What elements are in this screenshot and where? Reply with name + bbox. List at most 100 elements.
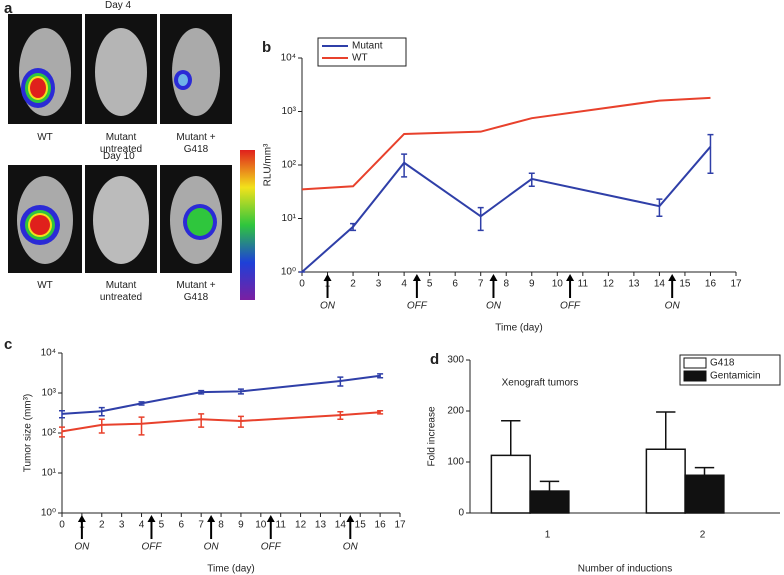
y-axis-label: RLU/mm³	[263, 143, 274, 186]
error-bar	[59, 409, 65, 419]
error-bar	[528, 172, 535, 188]
error-bar	[377, 373, 384, 379]
annotation: ON	[343, 542, 359, 553]
series-line	[301, 146, 712, 273]
y-tick-label: 10⁴	[281, 53, 296, 64]
panel-label: c	[4, 336, 12, 353]
annotation: ON	[204, 542, 220, 553]
signal	[30, 78, 46, 98]
arrow-head	[346, 515, 355, 522]
legend-label: Mutant	[352, 41, 383, 52]
x-tick-label: 10	[255, 520, 267, 531]
y-axis-label: Tumor size (mm³)	[23, 394, 34, 473]
signal	[30, 215, 50, 235]
panel-label: a	[4, 0, 13, 17]
x-tick-label: 3	[376, 279, 382, 290]
arrow-head	[147, 515, 156, 522]
panel-label: b	[262, 39, 271, 56]
legend-label: G418	[710, 358, 735, 369]
error-bar	[477, 206, 484, 232]
arrow-head	[668, 274, 677, 281]
y-tick-label: 300	[447, 355, 464, 366]
bar	[490, 454, 531, 514]
error-bar	[198, 413, 205, 428]
chart-title: Xenograft tumors	[502, 378, 579, 389]
annotation: OFF	[407, 301, 428, 312]
x-tick-label: 4	[139, 520, 145, 531]
annotation: OFF	[560, 301, 581, 312]
x-axis-label: Number of inductions	[578, 564, 673, 575]
error-bar	[237, 415, 244, 428]
mouse	[172, 28, 220, 116]
caption: Mutant + G418	[176, 132, 216, 155]
caption: Mutant + G418	[176, 280, 216, 303]
x-tick-label: 9	[529, 279, 535, 290]
error-bar	[337, 410, 344, 421]
error-bar	[694, 466, 715, 476]
y-tick-label: 10³	[42, 388, 57, 399]
x-tick-label: 15	[679, 279, 691, 290]
annotation: ON	[665, 301, 681, 312]
arrow-head	[412, 274, 421, 281]
error-bar	[138, 401, 145, 406]
day-label: Day 10	[103, 151, 135, 162]
error-bar	[337, 376, 344, 387]
error-bar	[377, 409, 384, 415]
error-bar	[198, 389, 205, 395]
legend-label: Gentamicin	[710, 371, 761, 382]
annotation: ON	[74, 542, 90, 553]
arrow-head	[266, 515, 275, 522]
error-bar	[707, 133, 714, 175]
x-tick-label: 6	[179, 520, 185, 531]
arrow-head	[566, 274, 575, 281]
x-tick-label: 4	[401, 279, 407, 290]
x-tick-label: 13	[628, 279, 640, 290]
caption: WT	[37, 280, 53, 291]
error-bar	[501, 419, 521, 456]
error-bar	[656, 411, 676, 450]
x-tick-label: 13	[315, 520, 327, 531]
x-tick-label: 7	[478, 279, 484, 290]
signal	[178, 74, 188, 86]
series-line	[61, 411, 381, 433]
x-tick-label: 2	[99, 520, 105, 531]
arrow-head	[323, 274, 332, 281]
caption: WT	[37, 132, 53, 143]
x-tick-label: 14	[335, 520, 347, 531]
x-tick-label: 1	[545, 530, 551, 541]
y-tick-label: 100	[447, 457, 464, 468]
mouse	[95, 28, 147, 116]
bar	[529, 490, 570, 514]
y-tick-label: 10²	[42, 428, 57, 439]
x-tick-label: 2	[350, 279, 356, 290]
x-tick-label: 16	[705, 279, 717, 290]
x-tick-label: 12	[295, 520, 307, 531]
mouse-images	[8, 14, 232, 273]
x-tick-label: 17	[730, 279, 742, 290]
annotation: OFF	[141, 542, 162, 553]
caption: Mutant untreated	[99, 280, 143, 303]
error-bar	[539, 480, 560, 492]
y-axis-label: Fold increase	[427, 406, 438, 466]
y-tick-label: 200	[447, 406, 464, 417]
x-axis-label: Time (day)	[207, 564, 254, 575]
x-tick-label: 0	[59, 520, 65, 531]
annotation: ON	[320, 301, 336, 312]
y-tick-label: 10⁰	[281, 267, 296, 278]
error-bar	[401, 153, 408, 178]
y-tick-label: 10²	[282, 160, 297, 171]
x-tick-label: 15	[355, 520, 367, 531]
error-bar	[138, 416, 145, 436]
legend-swatch	[683, 357, 707, 369]
error-bar	[237, 388, 244, 395]
x-tick-label: 6	[452, 279, 458, 290]
x-tick-label: 11	[276, 520, 287, 531]
day-label: Day 4	[105, 0, 132, 11]
x-tick-label: 2	[700, 530, 706, 541]
x-tick-label: 0	[299, 279, 305, 290]
caption: Mutant untreated	[99, 132, 143, 155]
y-tick-label: 10¹	[42, 468, 57, 479]
bar	[684, 474, 725, 514]
